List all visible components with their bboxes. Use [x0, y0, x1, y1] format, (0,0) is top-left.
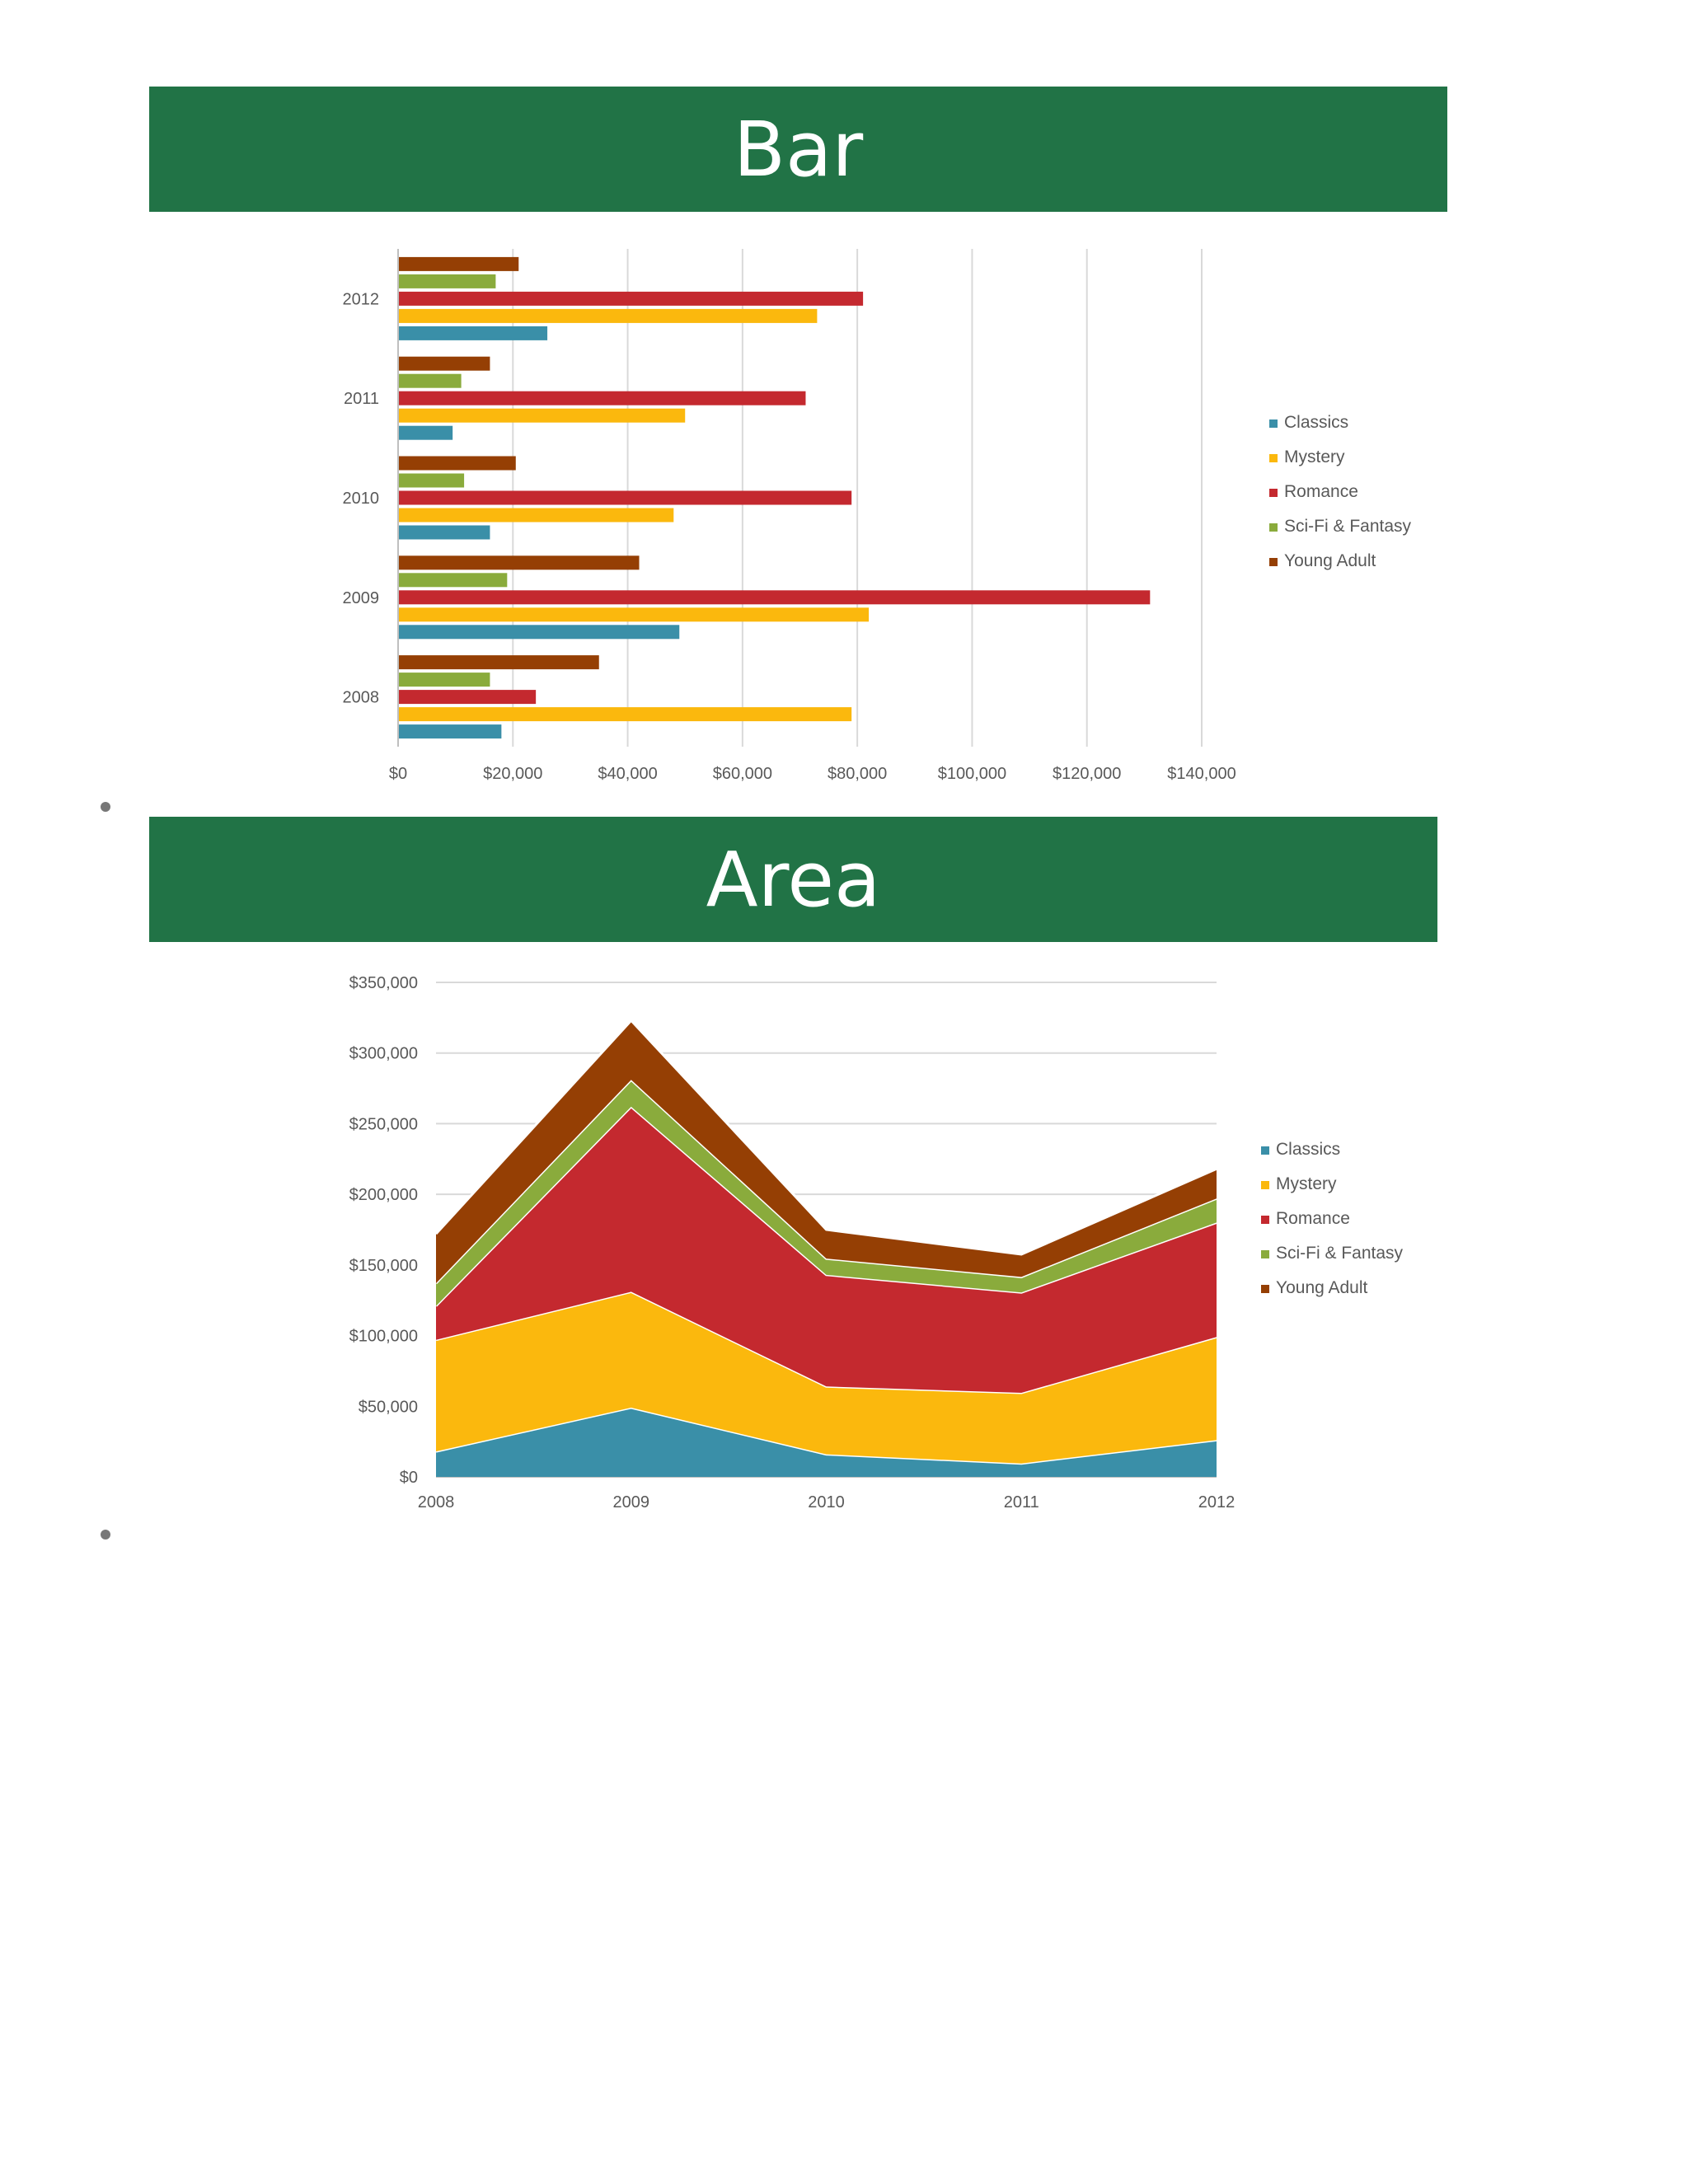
- bar-mystery-2011: [399, 408, 686, 423]
- area-y-tick-label: $200,000: [349, 1186, 418, 1204]
- area-x-tick-label: 2010: [808, 1493, 845, 1511]
- bar-x-tick-label: $60,000: [713, 765, 772, 783]
- area-x-tick-label: 2012: [1198, 1493, 1236, 1511]
- bar-classics-2011: [399, 425, 453, 440]
- bar-category-label: 2011: [344, 390, 379, 408]
- area-x-tick-label: 2009: [613, 1493, 650, 1511]
- area-x-tick-label: 2011: [1004, 1493, 1039, 1511]
- bar-sci-fi-fantasy-2010: [399, 473, 465, 488]
- bar-category-label: 2008: [343, 689, 380, 707]
- bar-legend-swatch: [1269, 523, 1278, 532]
- area-legend-label: Young Adult: [1276, 1278, 1368, 1297]
- bar-category-label: 2010: [343, 490, 380, 508]
- area-romance: [436, 1106, 1217, 1393]
- bar-romance-2011: [399, 391, 806, 405]
- bar-romance-2009: [399, 590, 1151, 605]
- bar-mystery-2012: [399, 308, 818, 323]
- bar-legend-label: Mystery: [1284, 448, 1345, 466]
- area-young-adult-edge: [434, 1019, 1217, 1256]
- area-legend-swatch: [1261, 1216, 1269, 1224]
- area-y-tick-label: $250,000: [349, 1115, 418, 1133]
- area-legend-label: Sci-Fi & Fantasy: [1276, 1244, 1404, 1263]
- area-section-banner: Area: [149, 817, 1437, 942]
- bar-young-adult-2010: [399, 456, 516, 471]
- bar-category-label: 2012: [343, 290, 380, 308]
- bar-classics-2010: [399, 525, 490, 540]
- area-classics: [436, 1408, 1217, 1477]
- area-legend-swatch: [1261, 1146, 1269, 1155]
- area-sci-fi-fantasy: [436, 1080, 1217, 1306]
- bar-young-adult-2009: [399, 555, 640, 570]
- area-mystery-edge: [435, 1290, 1217, 1394]
- bar-sci-fi-fantasy-2011: [399, 373, 462, 388]
- bar-young-adult-2012: [399, 256, 519, 271]
- area-legend-swatch: [1261, 1250, 1269, 1258]
- bar-romance-2012: [399, 291, 864, 306]
- bar-x-tick-label: $120,000: [1053, 765, 1121, 783]
- bar-classics-2012: [399, 326, 548, 340]
- bar-classics-2009: [399, 625, 680, 640]
- bar-legend-label: Romance: [1284, 482, 1358, 501]
- area-section-title: Area: [706, 835, 881, 924]
- area-mystery: [436, 1291, 1217, 1464]
- bar-legend-swatch: [1269, 419, 1278, 428]
- bar-romance-2008: [399, 690, 537, 705]
- area-legend-swatch: [1261, 1181, 1269, 1189]
- list-bullet: [101, 1530, 110, 1540]
- bar-classics-2008: [399, 724, 502, 739]
- bar-young-adult-2008: [399, 655, 599, 670]
- bar-section-title: Bar: [733, 105, 864, 194]
- bar-chart: 2008 2009 2010 2011 2012 $0 $20,000 $40,000 $60…: [343, 249, 1412, 783]
- bar-mystery-2009: [399, 607, 870, 622]
- area-y-tick-label: $350,000: [349, 974, 418, 992]
- area-y-tick-label: $100,000: [349, 1328, 418, 1346]
- bar-romance-2010: [399, 490, 852, 505]
- area-x-tick-label: 2008: [418, 1493, 455, 1511]
- bar-x-tick-label: $0: [389, 765, 407, 783]
- bar-category-label: 2009: [343, 589, 380, 607]
- bar-legend-label: Sci-Fi & Fantasy: [1284, 517, 1412, 536]
- bar-x-tick-label: $80,000: [828, 765, 887, 783]
- area-y-tick-label: $150,000: [349, 1257, 418, 1275]
- bar-x-tick-label: $100,000: [938, 765, 1006, 783]
- bar-x-tick-label: $140,000: [1167, 765, 1236, 783]
- area-legend-label: Mystery: [1276, 1174, 1337, 1193]
- bar-sci-fi-fantasy-2012: [399, 274, 496, 288]
- bar-legend-swatch: [1269, 558, 1278, 566]
- bar-x-tick-label: $40,000: [598, 765, 657, 783]
- bar-legend-swatch: [1269, 489, 1278, 497]
- bar-section-banner: Bar: [149, 87, 1447, 212]
- area-y-tick-label: $0: [400, 1469, 418, 1487]
- area-legend-label: Classics: [1276, 1140, 1340, 1159]
- area-legend-swatch: [1261, 1285, 1269, 1293]
- bar-x-tick-label: $20,000: [483, 765, 542, 783]
- area-legend-label: Romance: [1276, 1209, 1350, 1228]
- bar-legend-swatch: [1269, 454, 1278, 462]
- area-chart: $0 $50,000 $100,000 $150,000 $200,000 $250,00…: [349, 974, 1404, 1511]
- bar-mystery-2008: [399, 707, 852, 722]
- area-y-tick-label: $50,000: [359, 1398, 418, 1416]
- bar-mystery-2010: [399, 508, 674, 523]
- area-sci-fi-fantasy-edge: [434, 1078, 1217, 1285]
- bar-sci-fi-fantasy-2008: [399, 673, 490, 687]
- list-bullet: [101, 802, 110, 812]
- bar-legend-label: Classics: [1284, 413, 1348, 432]
- area-y-tick-label: $300,000: [349, 1045, 418, 1063]
- bar-sci-fi-fantasy-2009: [399, 573, 508, 588]
- bar-young-adult-2011: [399, 356, 490, 371]
- bar-legend-label: Young Adult: [1284, 551, 1376, 570]
